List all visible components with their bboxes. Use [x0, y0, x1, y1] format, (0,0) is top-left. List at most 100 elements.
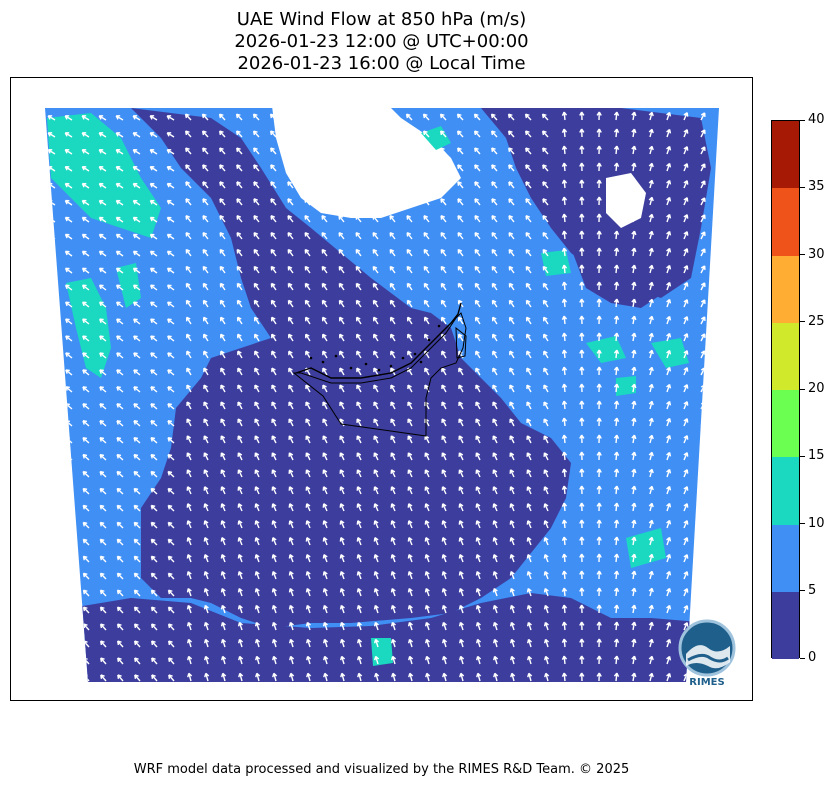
wind-arrow — [648, 145, 654, 155]
wind-arrow — [82, 572, 90, 580]
wind-arrow — [149, 199, 158, 206]
wind-arrow — [167, 420, 175, 427]
wind-arrow — [509, 570, 515, 580]
wind-arrow — [373, 554, 379, 563]
wind-arrow — [613, 519, 620, 529]
wind-arrow — [237, 333, 243, 342]
wind-arrow — [596, 332, 602, 342]
wind-arrow — [184, 130, 192, 138]
wind-arrow — [424, 452, 430, 461]
wind-arrow — [82, 504, 90, 512]
wind-arrow — [150, 623, 158, 631]
wind-arrow — [288, 401, 294, 410]
wind-arrow — [48, 606, 56, 614]
wind-arrow — [492, 554, 498, 563]
wind-arrow — [389, 164, 396, 172]
wind-arrow — [322, 554, 328, 563]
wind-arrow — [543, 418, 549, 427]
wind-arrow — [270, 265, 277, 274]
wind-arrow — [167, 352, 175, 359]
wind-arrow — [475, 469, 481, 478]
wind-arrow — [186, 384, 192, 393]
wind-arrow — [167, 403, 175, 410]
wind-arrow — [65, 470, 73, 478]
wind-arrow — [561, 128, 568, 138]
wind-arrow — [116, 403, 124, 410]
wind-arrow — [132, 284, 141, 291]
wind-arrow — [373, 537, 379, 546]
wind-arrow — [356, 452, 362, 461]
wind-arrow — [99, 386, 107, 393]
wind-arrow — [509, 333, 515, 342]
wind-arrow — [631, 417, 637, 427]
wind-arrow — [683, 503, 689, 512]
wind-arrow — [187, 655, 193, 665]
wind-arrow — [150, 318, 158, 325]
wind-arrow — [508, 181, 515, 189]
wind-arrow — [116, 623, 124, 631]
wind-arrow — [186, 486, 192, 495]
wind-arrow — [98, 216, 107, 223]
wind-arrow — [236, 282, 243, 291]
wind-arrow — [321, 231, 328, 240]
wind-arrow — [476, 672, 482, 682]
wind-arrow — [48, 555, 56, 563]
wind-arrow — [150, 504, 158, 512]
wind-arrow — [579, 315, 585, 325]
wind-arrow — [596, 366, 602, 376]
wind-arrow — [613, 162, 620, 172]
wind-arrow — [82, 453, 90, 461]
wind-arrow — [441, 469, 447, 478]
wind-arrow — [561, 213, 568, 223]
wind-arrow — [542, 164, 549, 172]
wind-arrow — [185, 215, 192, 223]
wind-arrow — [64, 267, 73, 274]
wind-arrow — [473, 113, 481, 121]
wind-arrow — [82, 521, 90, 529]
wind-arrow — [202, 299, 209, 308]
wind-arrow — [254, 520, 260, 529]
wind-arrow — [82, 555, 90, 563]
wind-arrow — [407, 638, 414, 648]
wind-arrow — [288, 452, 294, 461]
wind-arrow — [561, 485, 568, 495]
wind-arrow — [700, 418, 706, 427]
wind-arrow — [271, 452, 277, 461]
wind-arrow — [440, 164, 447, 172]
wind-arrow — [509, 621, 515, 631]
wind-arrow — [134, 657, 141, 665]
wind-arrow — [64, 284, 73, 291]
wind-arrow — [613, 213, 620, 223]
wind-arrow — [631, 247, 637, 257]
wind-arrow — [509, 452, 515, 461]
wind-arrow — [648, 247, 654, 257]
wind-arrow — [133, 436, 141, 444]
wind-arrow — [115, 301, 124, 308]
wind-arrow — [166, 216, 175, 223]
wind-arrow — [596, 264, 602, 274]
wind-arrow — [305, 486, 311, 495]
wind-arrow — [458, 554, 464, 563]
wind-arrow — [236, 231, 243, 240]
wind-arrow — [407, 503, 413, 512]
wind-arrow — [356, 520, 362, 529]
wind-arrow — [458, 367, 464, 376]
wind-arrow — [579, 587, 585, 597]
wind-arrow — [458, 452, 464, 461]
wind-arrow — [355, 316, 362, 325]
wind-arrow — [561, 604, 568, 614]
wind-arrow — [388, 130, 396, 138]
wind-arrow — [406, 265, 413, 274]
wind-arrow — [391, 672, 397, 682]
logo-text: RIMES — [689, 677, 724, 688]
wind-arrow — [321, 265, 328, 274]
wind-arrow — [98, 267, 107, 274]
colorbar-segment — [772, 255, 799, 323]
wind-arrow — [167, 589, 175, 597]
wind-arrow — [338, 164, 345, 172]
wind-arrow — [579, 434, 585, 444]
wind-arrow — [683, 231, 689, 240]
colorbar-segment — [772, 591, 799, 659]
wind-arrow — [561, 587, 568, 597]
wind-arrow — [406, 248, 413, 257]
